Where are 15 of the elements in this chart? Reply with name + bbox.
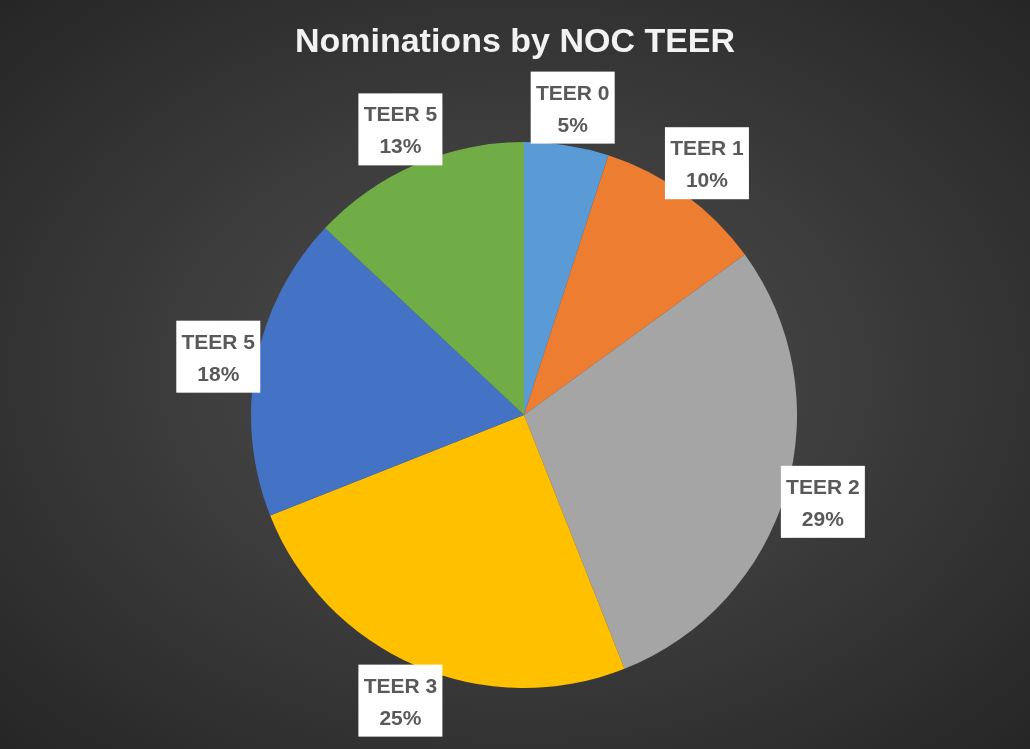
slice-label: TEER 0 (535, 80, 610, 104)
slice-label: TEER 2 (786, 474, 860, 498)
data-label: 13% (379, 134, 422, 158)
slice-label: TEER 5 (181, 329, 256, 353)
chart-title: Nominations by NOC TEER (294, 21, 736, 59)
slice-label: TEER 3 (363, 673, 438, 697)
data-label: 18% (197, 361, 240, 385)
data-label: 5% (557, 112, 589, 136)
pie-slice (524, 155, 745, 415)
pie-slice (524, 142, 609, 415)
data-label: 25% (379, 705, 422, 729)
slice-label: TEER 5 (363, 102, 438, 126)
data-label: 29% (801, 506, 845, 530)
slice-label: TEER 1 (670, 136, 745, 160)
data-label: 10% (685, 168, 729, 192)
